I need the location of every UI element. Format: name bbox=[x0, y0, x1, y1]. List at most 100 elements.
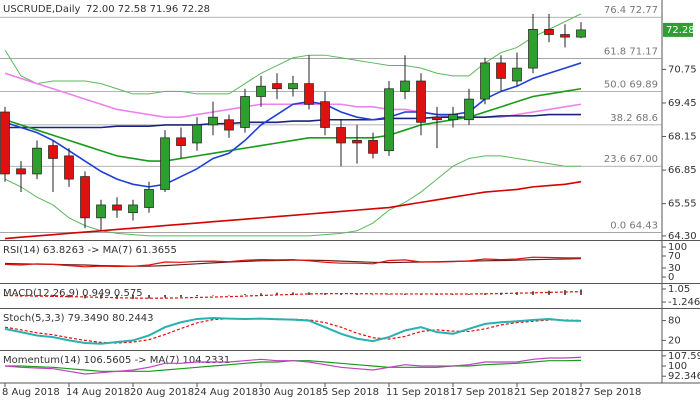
histogram-bar bbox=[180, 294, 182, 297]
y-tick-label: 20 bbox=[668, 335, 681, 346]
histogram-bar bbox=[260, 293, 262, 295]
candle-body bbox=[128, 204, 138, 214]
fib-ratio: 61.8 bbox=[604, 47, 626, 58]
panel-title: MACD(12,26,9) 0.949 0.575 bbox=[3, 288, 143, 299]
x-tick-label: 24 Aug 2018 bbox=[194, 387, 258, 398]
histogram-bar bbox=[356, 294, 358, 295]
candle-body bbox=[560, 34, 570, 38]
y-tick-label: 80 bbox=[668, 316, 681, 327]
histogram-bar bbox=[244, 294, 246, 295]
candle-body bbox=[384, 88, 394, 152]
y-tick-label: 100 bbox=[668, 361, 687, 372]
histogram-bar bbox=[340, 293, 342, 295]
fib-ratio: 50.0 bbox=[604, 80, 626, 91]
fib-label: 76.4 72.77 bbox=[604, 5, 658, 16]
x-tick-label: 5 Sep 2018 bbox=[322, 387, 379, 398]
y-tick-label: 107.5986 bbox=[668, 351, 700, 362]
candle-body bbox=[96, 204, 106, 219]
last-price-tag bbox=[663, 22, 693, 37]
candle-body bbox=[448, 114, 458, 121]
candle-body bbox=[512, 67, 522, 82]
fib-ratio: 23.6 bbox=[604, 154, 626, 165]
y-tick-label: 0 bbox=[668, 272, 674, 283]
fib-price: 69.89 bbox=[629, 80, 658, 91]
fib-label: 0.0 64.43 bbox=[610, 221, 658, 232]
candle-body bbox=[496, 62, 506, 79]
y-tick-label: 70.75 bbox=[668, 64, 697, 75]
fib-label: 50.0 69.89 bbox=[604, 80, 658, 91]
histogram-bar bbox=[292, 292, 294, 295]
fib-price: 68.6 bbox=[636, 113, 658, 124]
candle-body bbox=[48, 145, 58, 159]
x-tick-label: 20 Aug 2018 bbox=[130, 387, 194, 398]
fib-ratio: 38.2 bbox=[610, 113, 632, 124]
histogram-bar bbox=[388, 294, 390, 295]
candle-body bbox=[176, 137, 186, 146]
y-tick-label: 70 bbox=[668, 251, 681, 262]
indicator-line bbox=[4, 356, 582, 375]
x-tick-label: 27 Sep 2018 bbox=[578, 387, 641, 398]
histogram-bar bbox=[116, 294, 118, 299]
x-tick-label: 21 Sep 2018 bbox=[514, 387, 577, 398]
y-tick-label: 68.15 bbox=[668, 132, 697, 143]
histogram-bar bbox=[436, 294, 438, 295]
x-tick-label: 11 Sep 2018 bbox=[386, 387, 449, 398]
candle-body bbox=[320, 101, 330, 128]
last-price-label: 72.28 bbox=[666, 25, 695, 36]
fib-label: 61.8 71.17 bbox=[604, 47, 658, 58]
candle-body bbox=[368, 140, 378, 154]
histogram-bar bbox=[548, 290, 550, 295]
candle-body bbox=[80, 176, 90, 219]
candle-body bbox=[576, 29, 586, 38]
histogram-bar bbox=[308, 292, 310, 295]
candle-body bbox=[64, 155, 74, 180]
indicator-line bbox=[4, 256, 581, 268]
histogram-bar bbox=[68, 294, 70, 298]
y-tick-label: 100 bbox=[668, 242, 687, 253]
candle-body bbox=[400, 80, 410, 92]
fib-price: 67.00 bbox=[629, 154, 658, 165]
candle-body bbox=[464, 98, 474, 121]
x-tick-label: 30 Aug 2018 bbox=[258, 387, 322, 398]
histogram-bar bbox=[468, 294, 470, 295]
histogram-bar bbox=[196, 294, 198, 297]
indicator-line bbox=[4, 316, 582, 345]
panel-title: RSI(14) 63.8263 -> MA(7) 61.3655 bbox=[3, 245, 177, 256]
y-tick-label: 69.45 bbox=[668, 98, 697, 109]
fib-ratio: 76.4 bbox=[604, 5, 626, 16]
y-tick-label: -1.246 bbox=[668, 297, 700, 308]
x-tick-label: 14 Aug 2018 bbox=[66, 387, 130, 398]
y-tick-label: 30 bbox=[668, 263, 681, 274]
candle-body bbox=[208, 116, 218, 126]
fib-ratio: 0.0 bbox=[610, 221, 626, 232]
candle-body bbox=[160, 137, 170, 190]
histogram-bar bbox=[452, 294, 454, 295]
histogram-bar bbox=[212, 294, 214, 296]
histogram-bar bbox=[164, 294, 166, 298]
panel-title: Momentum(14) 106.5605 -> MA(7) 104.2331 bbox=[3, 355, 230, 366]
candle-body bbox=[112, 204, 122, 211]
candle-body bbox=[240, 96, 250, 128]
candle-body bbox=[32, 147, 42, 175]
histogram-bar bbox=[276, 292, 278, 295]
panel-title: USCRUDE,Daily bbox=[3, 4, 80, 15]
candle-body bbox=[544, 29, 554, 35]
candle-body bbox=[144, 189, 154, 208]
candle-body bbox=[0, 111, 10, 175]
histogram-bar bbox=[132, 294, 134, 299]
histogram-bar bbox=[228, 294, 230, 296]
candle-body bbox=[432, 116, 442, 121]
candle-body bbox=[272, 83, 282, 90]
candle-body bbox=[416, 80, 426, 123]
y-tick-label: 64.30 bbox=[668, 231, 697, 242]
y-tick-label: 65.55 bbox=[668, 199, 697, 210]
panel-title: Stoch(5,3,3) 79.3490 80.2443 bbox=[3, 313, 154, 324]
candle-body bbox=[480, 62, 490, 100]
quote: 72.00 72.58 71.96 72.28 bbox=[86, 4, 210, 15]
indicator-line bbox=[4, 291, 582, 299]
overlay-line bbox=[5, 113, 581, 129]
y-tick-label: 92.346 bbox=[668, 371, 700, 382]
candle-body bbox=[304, 83, 314, 105]
